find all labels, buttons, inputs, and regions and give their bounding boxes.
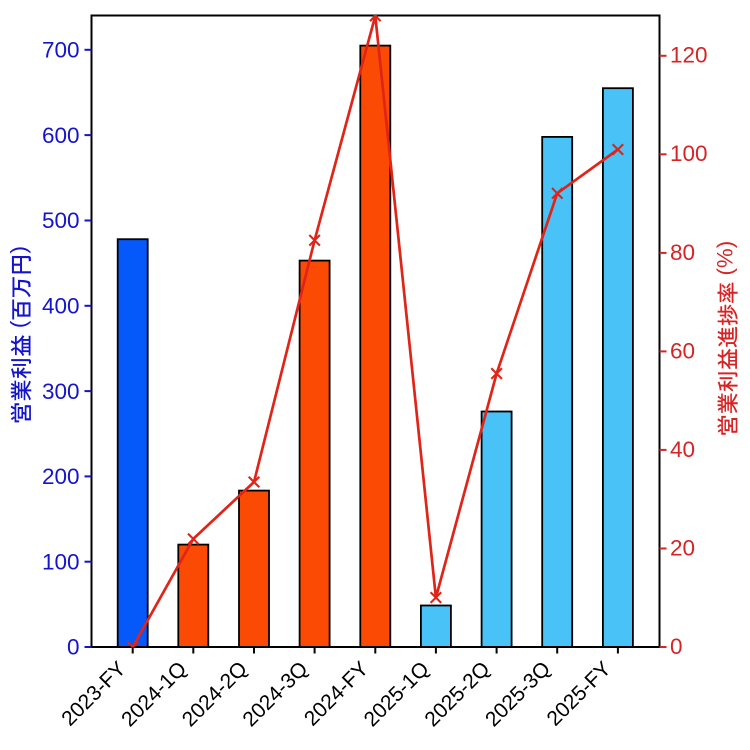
- svg-text:100: 100: [42, 549, 80, 574]
- svg-text:80: 80: [670, 240, 695, 265]
- svg-text:(: (: [6, 320, 31, 328]
- svg-text:300: 300: [42, 379, 80, 404]
- svg-text:0: 0: [670, 634, 683, 659]
- svg-text:100: 100: [670, 141, 708, 166]
- svg-text:20: 20: [670, 535, 695, 560]
- svg-text:60: 60: [670, 338, 695, 363]
- svg-text:700: 700: [42, 38, 80, 63]
- svg-text:600: 600: [42, 123, 80, 148]
- svg-text:(: (: [713, 268, 738, 276]
- svg-text:%: %: [713, 248, 738, 268]
- svg-text:40: 40: [670, 437, 695, 462]
- svg-text:): ): [713, 241, 738, 248]
- svg-text:): ): [6, 246, 31, 253]
- svg-text:0: 0: [67, 635, 80, 660]
- svg-text:200: 200: [42, 464, 80, 489]
- svg-text:120: 120: [670, 43, 708, 68]
- svg-text:400: 400: [42, 294, 80, 319]
- svg-text:500: 500: [42, 208, 80, 233]
